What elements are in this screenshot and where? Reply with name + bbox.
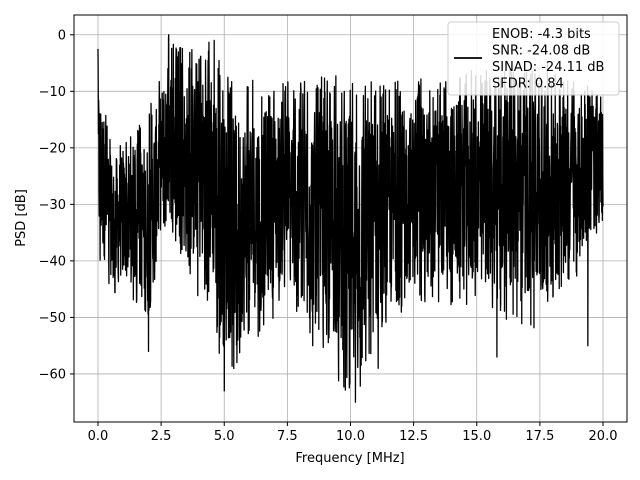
plot-area (97, 34, 604, 403)
x-tick-label: 7.5 (277, 429, 298, 444)
x-tick-label: 12.5 (399, 429, 428, 444)
y-tick-label: −20 (39, 141, 66, 156)
legend-line-4: SFDR: 0.84 (492, 77, 564, 92)
legend-line-2: SNR: -24.08 dB (492, 44, 590, 59)
x-axis-ticks: 0.0 2.5 5.0 7.5 10.0 12.5 15.0 17.5 20.0 (88, 422, 618, 444)
psd-series-line (97, 34, 604, 403)
x-tick-label: 5.0 (214, 429, 235, 444)
y-tick-label: −50 (39, 311, 66, 326)
y-tick-label: −60 (39, 367, 66, 382)
y-tick-label: −10 (39, 85, 66, 100)
x-tick-label: 17.5 (525, 429, 554, 444)
y-axis-label: PSD [dB] (14, 189, 29, 247)
y-tick-label: −40 (39, 254, 66, 269)
x-tick-label: 0.0 (88, 429, 109, 444)
legend-box (447, 21, 620, 96)
x-tick-label: 2.5 (151, 429, 172, 444)
x-tick-label: 10.0 (336, 429, 365, 444)
x-tick-label: 15.0 (462, 429, 491, 444)
legend-line-3: SINAD: -24.11 dB (492, 60, 604, 75)
x-tick-label: 20.0 (589, 429, 618, 444)
legend-line-1: ENOB: -4.3 bits (492, 27, 591, 42)
x-axis-label: Frequency [MHz] (295, 451, 404, 466)
y-axis-ticks: 0 −10 −20 −30 −40 −50 −60 (39, 28, 74, 382)
y-tick-label: −30 (39, 198, 66, 213)
y-tick-label: 0 (58, 28, 66, 43)
